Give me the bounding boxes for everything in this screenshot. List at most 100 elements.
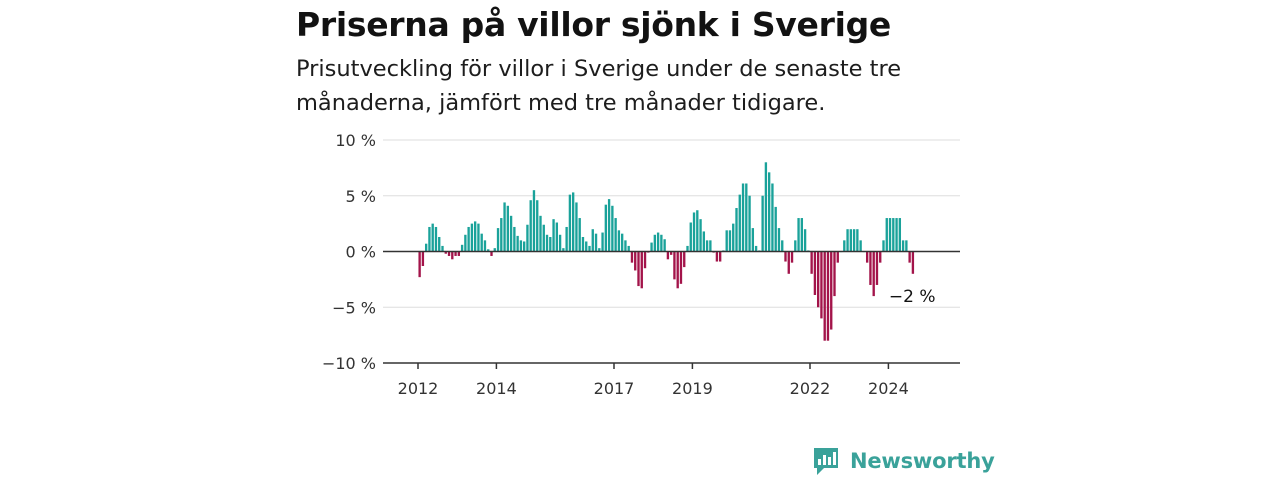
bar — [843, 240, 846, 252]
bar — [470, 223, 474, 252]
bar — [715, 251, 719, 262]
bar — [516, 235, 519, 252]
x-tick-label: 2019 — [672, 379, 713, 398]
bar — [797, 218, 800, 252]
bar — [558, 234, 562, 252]
bar — [686, 245, 689, 252]
x-tick-label: 2017 — [594, 379, 635, 398]
bar — [588, 245, 591, 252]
bar — [451, 251, 454, 260]
bar — [529, 200, 532, 252]
bar — [434, 226, 438, 252]
bar — [634, 251, 637, 271]
bar — [473, 221, 477, 252]
bar — [683, 251, 686, 268]
bar — [803, 229, 807, 252]
bar — [705, 240, 709, 252]
bar — [604, 204, 608, 252]
bar — [431, 223, 434, 252]
x-tick-label: 2022 — [790, 379, 831, 398]
bar — [549, 237, 552, 252]
bar — [614, 218, 617, 252]
bar — [438, 237, 441, 252]
bar — [823, 251, 826, 341]
y-tick-label: −10 % — [322, 354, 376, 373]
y-tick-label: 5 % — [346, 187, 376, 206]
bar — [594, 233, 598, 252]
bar — [696, 210, 699, 252]
newsworthy-logo-icon — [814, 448, 838, 475]
bar — [728, 230, 732, 252]
bar — [627, 245, 630, 252]
bar — [650, 242, 653, 252]
bar — [771, 183, 774, 252]
bar — [624, 240, 627, 252]
bar — [813, 251, 817, 295]
bar — [571, 192, 575, 252]
bar — [552, 219, 555, 252]
bar — [794, 240, 797, 252]
bar — [536, 200, 539, 252]
bar — [810, 251, 813, 274]
bar — [640, 251, 643, 289]
bar — [601, 232, 604, 252]
bar — [836, 251, 839, 263]
bar — [849, 229, 853, 252]
bar — [585, 241, 588, 252]
bar — [539, 215, 542, 252]
bar — [532, 190, 536, 252]
chart-title: Priserna på villor sjönk i Sverige — [296, 5, 891, 44]
bar — [607, 199, 611, 252]
bar — [718, 251, 722, 262]
bar — [460, 244, 464, 252]
bar — [643, 251, 647, 269]
chart-subtitle: Prisutveckling för villor i Sverige unde… — [296, 56, 902, 116]
bar — [898, 218, 902, 252]
bar — [846, 229, 849, 252]
bar — [673, 251, 676, 280]
bar — [555, 222, 559, 252]
bar — [764, 162, 768, 252]
bar — [676, 251, 679, 289]
bar — [879, 251, 882, 263]
bar — [790, 251, 794, 263]
bar — [754, 245, 758, 252]
bar — [493, 248, 496, 252]
bar — [826, 251, 830, 341]
bar — [480, 233, 483, 252]
x-tick-label: 2012 — [398, 379, 439, 398]
bar — [424, 243, 428, 252]
bar — [888, 218, 892, 252]
bars — [418, 162, 915, 341]
bar — [882, 240, 885, 252]
bar — [777, 228, 781, 252]
bar — [869, 251, 872, 285]
bar — [565, 226, 568, 252]
bar — [745, 183, 748, 252]
bar — [611, 205, 614, 252]
bar — [820, 251, 823, 319]
bar — [526, 224, 529, 252]
bar — [669, 251, 673, 255]
bar — [500, 218, 503, 252]
bar — [679, 251, 683, 284]
bar — [859, 240, 862, 252]
y-tick-label: 0 % — [346, 243, 376, 262]
labels: −10 % −5 % 0 % 5 % 10 % 2012 2014 2017 2019 2022 2… — [322, 131, 936, 398]
bar — [562, 248, 565, 252]
bar — [447, 251, 451, 256]
bar — [905, 240, 908, 252]
bar — [709, 240, 712, 252]
bar — [656, 232, 660, 252]
bar — [660, 234, 663, 252]
bar — [725, 230, 728, 252]
bar — [774, 206, 777, 252]
bar — [503, 202, 506, 252]
bar — [732, 223, 735, 252]
bar — [581, 237, 585, 252]
y-tick-label: −5 % — [332, 298, 376, 317]
bar — [748, 195, 751, 252]
bar — [509, 215, 513, 252]
bar — [911, 251, 915, 274]
